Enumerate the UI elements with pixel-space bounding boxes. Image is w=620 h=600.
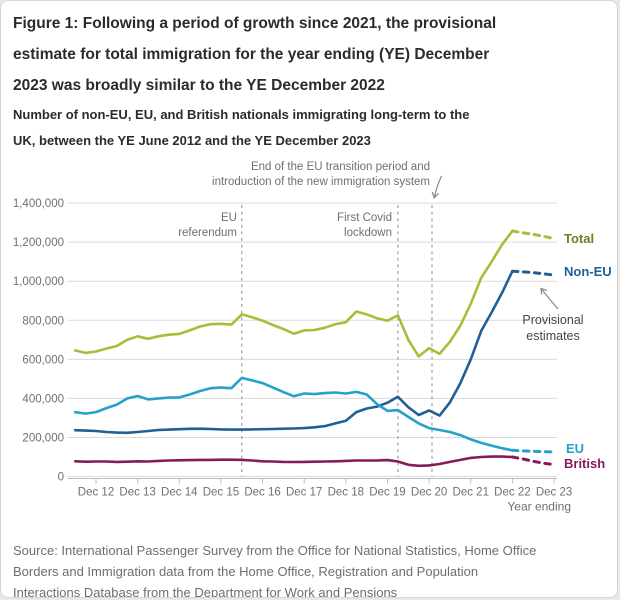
y-axis-tick-label: 0 [58, 472, 64, 484]
line-eu-provisional [510, 448, 556, 454]
annotation-eu-referendum: EU referendum [178, 212, 237, 239]
x-axis-tick-label: Dec 16 [244, 487, 280, 499]
series-label-non-eu: Non-EU [564, 264, 612, 279]
series-label-eu: EU [566, 441, 585, 456]
provisional-annotation-arrow-icon [542, 289, 559, 310]
data-series-lines [73, 229, 556, 468]
gridlines: 0 200,000 400,000 600,000 800,000 1,000,000 1,… [13, 198, 557, 484]
axes-and-ticks: Dec 12 Dec 13 Dec 14 Dec 15 Dec 16 Dec 17 Dec … [67, 478, 572, 514]
y-axis-tick-label: 1,000,000 [13, 276, 64, 288]
series-label-total: Total [564, 231, 595, 246]
annotation-provisional-estimates: Provisional estimates [522, 313, 584, 343]
y-axis-tick-label: 200,000 [22, 432, 64, 444]
line-total-provisional [510, 229, 556, 241]
annotation-eu-transition: End of the EU transition period and intr… [212, 161, 430, 188]
figure-title: Figure 1: Following a period of growth s… [13, 15, 497, 94]
x-axis-tick-label: Dec 12 [78, 487, 114, 499]
x-axis-tick-label: Dec 20 [411, 487, 447, 499]
y-axis-tick-label: 600,000 [22, 354, 64, 366]
series-label-british: British [564, 456, 606, 471]
x-axis-tick-label: Dec 23 [536, 487, 572, 499]
x-axis-tick-label: Dec 18 [328, 487, 364, 499]
line-british [73, 455, 514, 468]
annotation-covid-lockdown: First Covid lockdown [337, 212, 392, 239]
line-non-eu-provisional [510, 269, 556, 277]
y-axis-tick-label: 800,000 [22, 315, 64, 327]
line-non-eu [73, 269, 514, 435]
x-axis-tick-label: Dec 22 [494, 487, 530, 499]
x-axis-tick-label: Dec 19 [369, 487, 405, 499]
event-dashed-lines [240, 205, 433, 477]
line-total [73, 229, 514, 358]
source-note: Source: International Passenger Survey f… [13, 543, 537, 598]
x-axis-title: Year ending [507, 500, 571, 514]
y-axis-tick-label: 1,400,000 [13, 198, 64, 210]
line-eu [73, 376, 514, 452]
y-axis-tick-label: 400,000 [22, 393, 64, 405]
y-axis-tick-label: 1,200,000 [13, 237, 64, 249]
x-axis-tick-label: Dec 13 [119, 487, 155, 499]
x-axis-tick-label: Dec 15 [203, 487, 239, 499]
x-axis-tick-label: Dec 17 [286, 487, 322, 499]
figure-subtitle: Number of non-EU, EU, and British nation… [13, 107, 470, 148]
x-axis-tick-label: Dec 21 [453, 487, 489, 499]
x-axis-tick-label: Dec 14 [161, 487, 198, 499]
line-british-provisional [510, 455, 556, 467]
transition-annotation-arrow-icon [435, 175, 443, 197]
